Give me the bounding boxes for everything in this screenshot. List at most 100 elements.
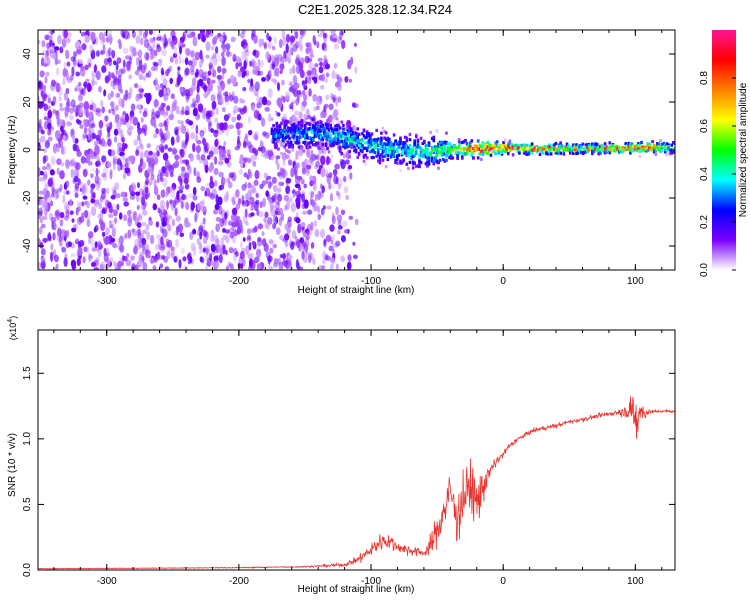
heatmap-noise-cell: [197, 103, 204, 112]
heatmap-noise-cell: [137, 121, 141, 131]
heatmap-signal-cell: [665, 145, 669, 149]
heatmap-signal-cell: [418, 165, 421, 169]
heatmap-noise-cell: [225, 43, 231, 51]
heatmap-noise-cell: [318, 264, 322, 270]
heatmap-signal-cell: [503, 145, 507, 149]
heatmap-noise-cell: [275, 260, 280, 266]
heatmap-signal-cell: [610, 145, 613, 149]
heatmap-noise-cell: [96, 184, 100, 192]
heatmap-noise-cell: [112, 189, 117, 197]
heatmap-signal-cell: [304, 134, 307, 138]
heatmap-signal-cell: [372, 155, 375, 160]
heatmap-signal-cell: [283, 123, 286, 127]
heatmap-signal-cell: [327, 135, 331, 139]
heatmap-signal-cell: [386, 136, 390, 140]
heatmap-signal-cell: [576, 151, 580, 155]
heatmap-signal-cell: [511, 153, 515, 157]
heatmap-noise-cell: [202, 229, 208, 238]
heatmap-signal-cell: [659, 149, 662, 153]
heatmap-signal-cell: [434, 159, 437, 163]
heatmap-noise-cell: [108, 220, 112, 226]
heatmap-noise-cell: [225, 43, 231, 51]
heatmap-signal-cell: [614, 149, 618, 153]
heatmap-noise-cell: [169, 199, 173, 205]
heatmap-signal-cell: [651, 147, 654, 151]
heatmap-noise-cell: [340, 209, 346, 215]
heatmap-signal-cell: [591, 146, 594, 150]
heatmap-noise-cell: [113, 60, 117, 66]
heatmap-noise-cell: [279, 207, 283, 216]
heatmap-signal-cell: [321, 143, 325, 147]
heatmap-signal-cell: [402, 143, 405, 148]
heatmap-noise-cell: [279, 63, 285, 72]
heatmap-signal-cell: [381, 143, 385, 147]
heatmap-noise-cell: [40, 71, 45, 76]
y-tick-label: 40: [22, 48, 33, 60]
heatmap-noise-cell: [276, 200, 280, 206]
heatmap-noise-cell: [211, 70, 215, 78]
heatmap-signal-cell: [400, 147, 404, 151]
heatmap-noise-cell: [43, 104, 48, 110]
heatmap-noise-cell: [158, 169, 162, 176]
heatmap-noise-cell: [63, 30, 68, 39]
heatmap-signal-cell: [576, 146, 580, 150]
heatmap-signal-cell: [627, 145, 631, 149]
heatmap-noise-cell: [224, 212, 228, 220]
heatmap-signal-cell: [462, 146, 466, 150]
heatmap-noise-cell: [222, 244, 226, 255]
heatmap-noise-cell: [83, 186, 89, 195]
heatmap-noise-cell: [306, 148, 310, 158]
heatmap-noise-cell: [70, 99, 76, 108]
heatmap-noise-cell: [325, 94, 330, 101]
heatmap-noise-cell: [218, 253, 223, 264]
heatmap-noise-cell: [309, 190, 315, 197]
heatmap-signal-cell: [372, 150, 375, 154]
heatmap-noise-cell: [324, 241, 328, 248]
colorbar-tick-label: 0.6: [699, 119, 710, 133]
heatmap-noise-cell: [170, 191, 176, 198]
heatmap-signal-cell: [424, 155, 428, 159]
heatmap-signal-cell: [384, 149, 388, 153]
heatmap-signal-cell: [348, 136, 351, 140]
heatmap-signal-cell: [457, 138, 461, 142]
heatmap-noise-cell: [74, 182, 80, 191]
heatmap-signal-cell: [492, 146, 496, 150]
heatmap-signal-cell: [503, 148, 507, 152]
heatmap-noise-cell: [173, 230, 178, 236]
heatmap-noise-cell: [88, 234, 92, 245]
heatmap-noise-cell: [184, 89, 190, 96]
heatmap-signal-cell: [448, 155, 451, 160]
heatmap-noise-cell: [288, 190, 292, 197]
heatmap-signal-cell: [641, 145, 645, 149]
heatmap-noise-cell: [38, 210, 43, 216]
heatmap-noise-cell: [255, 193, 259, 198]
heatmap-noise-cell: [140, 117, 144, 123]
heatmap-noise-cell: [290, 241, 295, 250]
heatmap-noise-cell: [150, 52, 154, 61]
x-tick-label: -300: [97, 276, 117, 287]
heatmap-noise-cell: [214, 156, 218, 165]
snr-background: [38, 330, 675, 570]
heatmap-noise-cell: [171, 182, 177, 191]
heatmap-noise-cell: [247, 141, 252, 149]
heatmap-noise-cell: [57, 146, 60, 153]
heatmap-signal-cell: [507, 141, 510, 145]
heatmap-noise-cell: [233, 95, 239, 104]
heatmap-signal-cell: [396, 157, 399, 161]
heatmap-noise-cell: [184, 184, 190, 190]
heatmap-signal-cell: [660, 142, 664, 147]
heatmap-noise-cell: [71, 227, 77, 233]
heatmap-noise-cell: [310, 221, 314, 232]
heatmap-signal-cell: [599, 149, 602, 153]
heatmap-noise-cell: [282, 37, 287, 46]
heatmap-noise-cell: [267, 88, 273, 99]
heatmap-noise-cell: [165, 87, 171, 96]
heatmap-noise-cell: [214, 180, 218, 187]
heatmap-noise-cell: [217, 85, 222, 95]
heatmap-noise-cell: [254, 134, 259, 141]
heatmap-noise-cell: [256, 263, 262, 270]
heatmap-noise-cell: [38, 167, 41, 177]
heatmap-noise-cell: [328, 114, 333, 123]
heatmap-noise-cell: [61, 146, 64, 155]
heatmap-noise-cell: [312, 257, 316, 266]
